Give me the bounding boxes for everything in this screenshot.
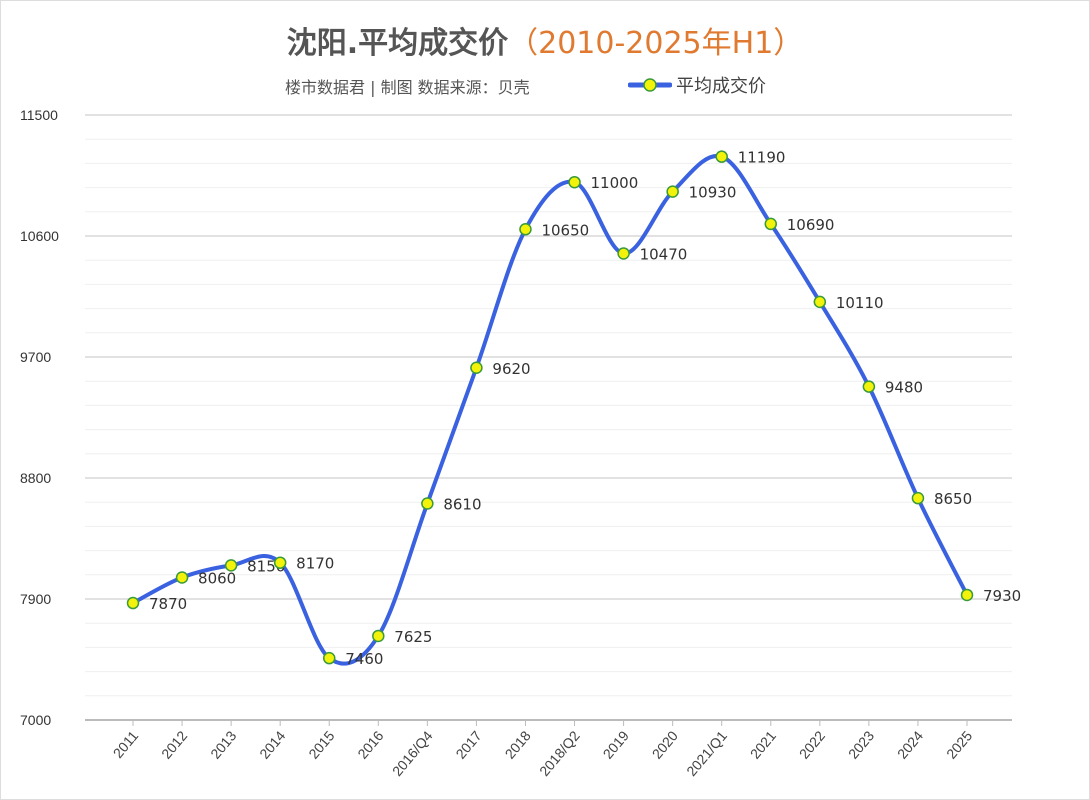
x-tick-label: 2025 <box>943 727 975 761</box>
data-point <box>322 651 336 665</box>
data-label: 9620 <box>492 360 530 378</box>
chart-title: 沈阳.平均成交价（2010-2025年H1） <box>0 18 1090 62</box>
data-point <box>764 217 778 231</box>
data-label: 11190 <box>738 149 786 167</box>
data-label: 8170 <box>296 555 334 573</box>
x-tick-label: 2016 <box>354 727 386 761</box>
y-tick-label: 10600 <box>20 228 59 244</box>
data-point <box>568 175 581 189</box>
title-main: 沈阳.平均成交价 <box>286 26 509 61</box>
data-point <box>126 596 140 610</box>
data-label: 10690 <box>787 216 835 234</box>
data-point <box>813 295 827 309</box>
data-label: 7460 <box>345 650 383 668</box>
x-tick-label: 2017 <box>452 727 484 761</box>
x-tick-label: 2012 <box>158 727 190 761</box>
legend: 平均成交价 <box>628 72 766 98</box>
title-paren-close: ） <box>773 26 804 61</box>
data-label: 11000 <box>591 174 639 192</box>
data-label: 10470 <box>640 245 688 263</box>
y-tick-label: 8800 <box>20 470 51 486</box>
x-tick-label: 2023 <box>845 727 877 761</box>
data-point <box>960 588 974 602</box>
title-highlight: 2010-2025年H1 <box>538 26 774 61</box>
data-label: 7870 <box>149 595 187 613</box>
data-label: 10650 <box>541 221 589 239</box>
x-tick-label: 2019 <box>600 727 632 761</box>
title-paren-open: （ <box>508 26 539 61</box>
legend-line-marker-icon <box>628 78 672 92</box>
data-label: 10930 <box>689 184 737 202</box>
data-point <box>470 361 483 375</box>
data-point <box>175 571 189 584</box>
x-tick-label: 2018 <box>501 727 533 761</box>
x-tick-label: 2021 <box>747 727 779 761</box>
data-label: 7625 <box>394 628 432 646</box>
chart-subtitle: 楼市数据君 | 制图 数据来源：贝壳 <box>285 78 530 97</box>
y-tick-label: 7900 <box>20 591 51 607</box>
legend-label: 平均成交价 <box>676 76 766 97</box>
data-point <box>862 380 876 393</box>
data-label: 8610 <box>443 496 481 514</box>
series-line <box>132 153 969 666</box>
y-tick-label: 7000 <box>20 712 51 728</box>
data-point <box>666 185 679 198</box>
data-label: 7930 <box>983 587 1021 605</box>
data-point <box>421 497 434 510</box>
data-point <box>911 491 925 505</box>
y-tick-label: 9700 <box>20 349 51 365</box>
data-label: 8060 <box>198 569 236 587</box>
data-label: 10110 <box>836 294 884 312</box>
x-tick-label: 2015 <box>305 727 337 761</box>
data-label: 9480 <box>885 379 923 397</box>
data-point <box>519 223 532 236</box>
data-point <box>273 556 287 569</box>
x-tick-label: 2011 <box>110 727 142 761</box>
x-tick-label: 2020 <box>649 727 681 761</box>
data-point <box>715 150 728 163</box>
x-tick-label: 2016/Q4 <box>389 727 436 779</box>
x-tick-label: 2022 <box>796 727 828 761</box>
x-tick-label: 2021/Q1 <box>683 727 730 779</box>
x-tick-label: 2024 <box>894 727 926 761</box>
data-point <box>224 559 238 572</box>
data-point <box>372 629 385 643</box>
data-point <box>617 247 630 260</box>
y-tick-label: 11500 <box>20 107 58 123</box>
x-tick-label: 2018/Q2 <box>536 727 583 779</box>
x-tick-label: 2014 <box>256 727 288 761</box>
data-label: 8650 <box>934 490 972 508</box>
x-tick-label: 2013 <box>207 727 239 761</box>
